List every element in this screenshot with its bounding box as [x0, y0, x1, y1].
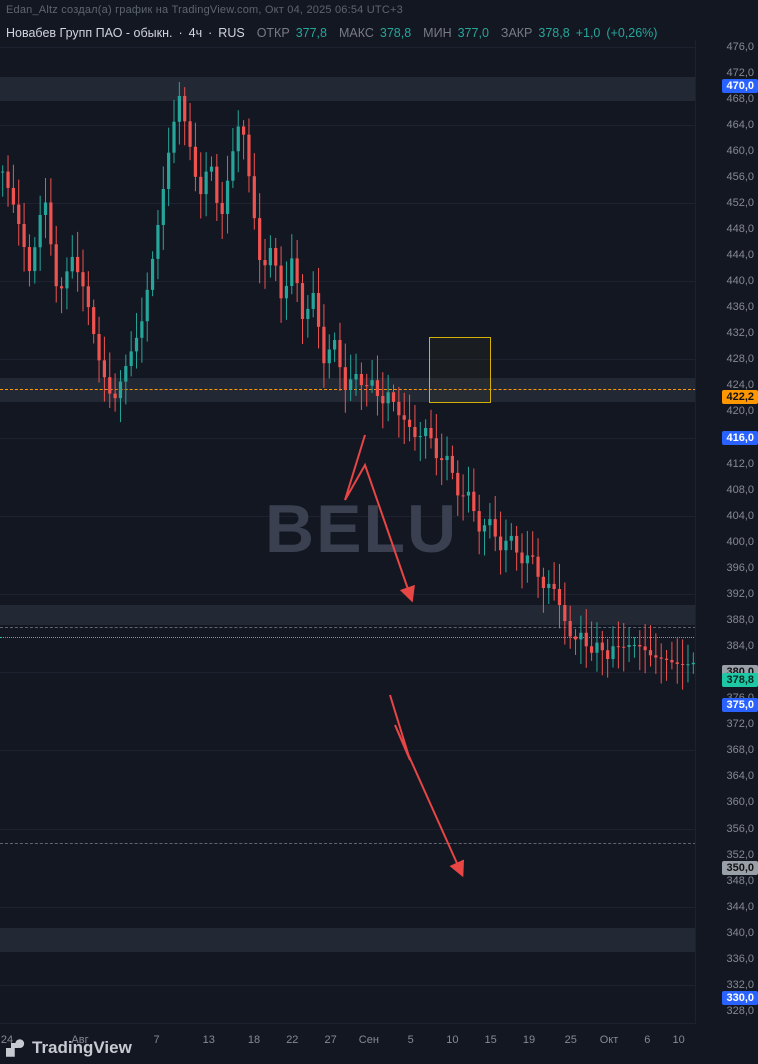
trend-arrow-2: [0, 40, 758, 1040]
symbol-interval: ·: [178, 26, 182, 40]
brand-name: TradingView: [32, 1038, 132, 1058]
change-pct: (+0,26%): [606, 26, 657, 40]
close-label: ЗАКР: [501, 26, 533, 40]
tradingview-chart: Edan_Altz создал(а) график на TradingVie…: [0, 0, 758, 1064]
creator-caption: Edan_Altz создал(а) график на TradingVie…: [6, 4, 403, 16]
low-value: 377,0: [458, 26, 489, 40]
low-label: МИН: [423, 26, 451, 40]
symbol-exchange: RUS: [218, 26, 244, 40]
symbol-exchange-dot: ·: [208, 26, 212, 40]
open-value: 377,8: [296, 26, 327, 40]
open-label: ОТКР: [257, 26, 290, 40]
symbol-interval-value: 4ч: [189, 26, 202, 40]
tradingview-logo-icon: [6, 1039, 26, 1057]
change-abs: +1,0: [576, 26, 601, 40]
symbol-name: Новабев Групп ПАО - обыкн.: [6, 26, 172, 40]
high-label: МАКС: [339, 26, 374, 40]
high-value: 378,8: [380, 26, 411, 40]
price-plot-area[interactable]: BELU: [0, 40, 696, 1024]
tradingview-brand: TradingView: [6, 1038, 132, 1058]
close-value: 378,8: [538, 26, 569, 40]
